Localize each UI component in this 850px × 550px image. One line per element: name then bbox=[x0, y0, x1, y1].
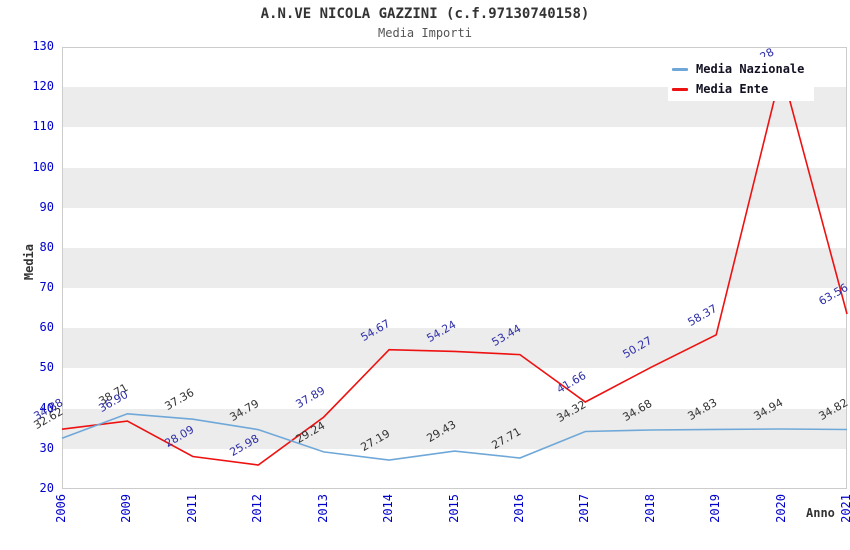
y-tick-label: 30 bbox=[39, 440, 54, 455]
gridline-band bbox=[63, 247, 846, 289]
y-tick-label: 80 bbox=[39, 239, 54, 254]
x-axis-label: Anno bbox=[806, 506, 835, 520]
media-ente-swatch-icon bbox=[672, 87, 688, 91]
chart-title: A.N.VE NICOLA GAZZINI (c.f.97130740158) bbox=[260, 6, 590, 22]
y-tick-label: 70 bbox=[39, 280, 54, 295]
legend-item-media-ente: Media Ente bbox=[672, 82, 814, 96]
y-tick-label: 110 bbox=[32, 119, 54, 134]
media-nazionale-swatch-icon bbox=[672, 67, 688, 71]
y-tick-label: 120 bbox=[32, 79, 54, 94]
legend-label: Media Ente bbox=[696, 82, 769, 96]
y-tick-label: 90 bbox=[39, 199, 54, 214]
y-tick-label: 50 bbox=[39, 360, 54, 375]
media-ente-line bbox=[61, 69, 848, 466]
legend-item-media-nazionale: Media Nazionale bbox=[672, 62, 814, 76]
y-tick-label: 60 bbox=[39, 320, 54, 335]
y-tick-label: 130 bbox=[32, 39, 54, 53]
media-nazionale-line bbox=[61, 412, 848, 461]
y-tick-label: 20 bbox=[39, 481, 54, 495]
chart-subtitle: Media Importi bbox=[378, 26, 472, 40]
gridline-band bbox=[63, 167, 846, 208]
y-tick-label: 100 bbox=[32, 159, 54, 174]
legend: Media Nazionale Media Ente bbox=[668, 57, 814, 101]
legend-label: Media Nazionale bbox=[696, 62, 805, 76]
y-tick-label: 40 bbox=[39, 400, 54, 415]
